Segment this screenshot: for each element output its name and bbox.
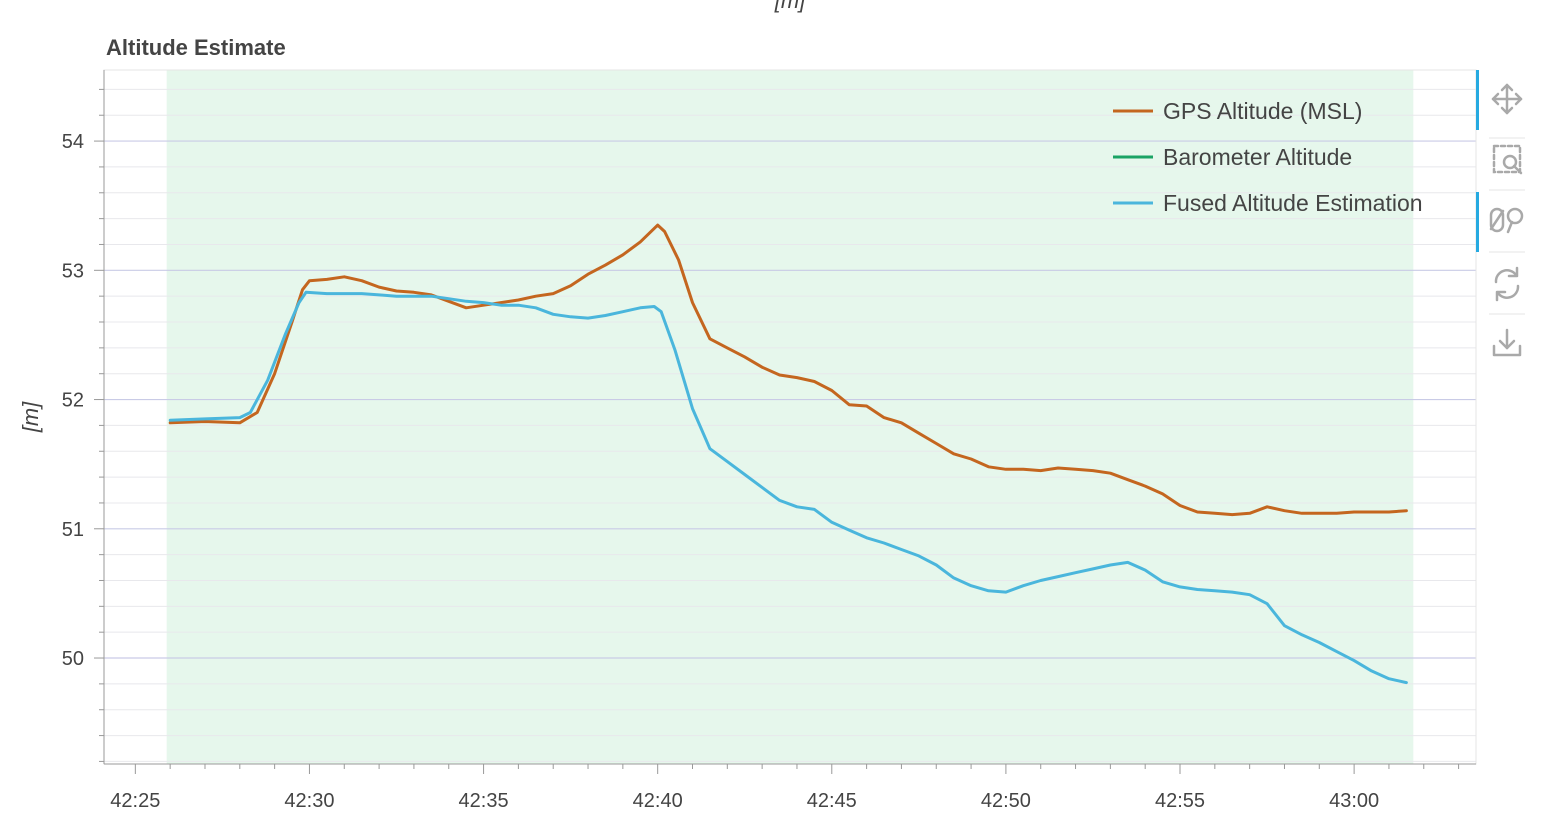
legend-item[interactable]: Fused Altitude Estimation xyxy=(1113,190,1423,216)
y-tick-label: 54 xyxy=(62,131,84,153)
y-tick-label: 52 xyxy=(62,390,84,412)
series-line-0 xyxy=(168,223,1408,517)
top-axis-label: [m] xyxy=(774,0,806,13)
wheel-zoom-tool-button[interactable] xyxy=(1476,192,1538,252)
y-tick-label: 51 xyxy=(62,519,84,541)
y-axis-label: [m] xyxy=(18,401,43,433)
x-tick-label: 42:50 xyxy=(981,790,1031,812)
pan-tool-button[interactable] xyxy=(1476,70,1538,130)
box-zoom-tool-button[interactable] xyxy=(1478,131,1538,191)
save-icon xyxy=(1492,328,1522,357)
x-tick-label: 43:00 xyxy=(1329,790,1379,812)
legend-item[interactable]: Barometer Altitude xyxy=(1113,144,1352,170)
wheel-zoom-icon xyxy=(1489,207,1524,234)
toolbar xyxy=(1476,70,1538,376)
reset-icon xyxy=(1494,266,1520,302)
pan-icon xyxy=(1491,83,1523,115)
reset-tool-button[interactable] xyxy=(1478,254,1538,314)
x-tick-label: 42:40 xyxy=(633,790,683,812)
legend-item[interactable]: GPS Altitude (MSL) xyxy=(1113,98,1362,124)
plot-area[interactable] xyxy=(103,69,1477,765)
x-tick-label: 42:30 xyxy=(284,790,334,812)
series-layer xyxy=(168,223,1408,685)
x-tick-label: 42:45 xyxy=(807,790,857,812)
legend[interactable]: GPS Altitude (MSL) Barometer Altitude Fuse… xyxy=(1110,88,1476,224)
x-axis: 42:25 42:30 42:35 42:40 42:45 42:50 42:55 43:00 xyxy=(104,763,1476,812)
x-tick-label: 42:55 xyxy=(1155,790,1205,812)
minor-gridlines xyxy=(104,88,1476,762)
save-tool-button[interactable] xyxy=(1478,316,1538,376)
y-tick-label: 53 xyxy=(62,260,84,282)
legend-label: GPS Altitude (MSL) xyxy=(1163,98,1362,124)
chart-title: Altitude Estimate xyxy=(106,35,286,60)
legend-label: Barometer Altitude xyxy=(1163,144,1352,170)
y-axis: 50 51 52 53 54 xyxy=(62,70,105,764)
legend-label: Fused Altitude Estimation xyxy=(1163,190,1423,216)
y-tick-label: 50 xyxy=(62,648,84,670)
major-gridlines xyxy=(104,140,1476,659)
x-tick-label: 42:25 xyxy=(110,790,160,812)
box-zoom-icon xyxy=(1492,144,1523,175)
series-line-2 xyxy=(168,290,1408,685)
highlight-region xyxy=(166,70,1414,764)
x-tick-label: 42:35 xyxy=(459,790,509,812)
